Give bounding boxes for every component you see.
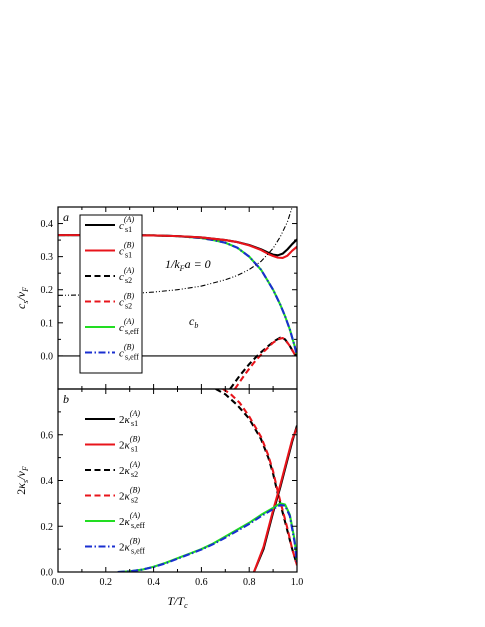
legend-entry: c(B) s2 [119,292,134,311]
series-group [117,389,297,572]
panel-label: a [63,210,69,224]
x-axis-label: T/Tc [167,594,188,610]
legend-entry: 2κ(B) s1 [119,435,140,454]
y-tick-label: 0.3 [41,252,54,263]
legend-entry: c(A) s1 [119,215,134,234]
series-line-4 [117,502,297,572]
x-tick-label: 0.2 [100,577,113,588]
legend-entry: 2κ(B) s2 [119,486,140,505]
series-line-3 [252,427,297,572]
series-line-3 [58,234,297,260]
legend-entry: 2κ(B) s,eff [119,537,145,556]
annotation-kfa: 1/kFa = 0 [165,257,211,273]
cb-label: cb [189,314,198,330]
y-tick-label: 0.4 [41,219,54,230]
y-tick-label: 0.1 [41,318,54,329]
panel-label: b [63,392,69,406]
series-line-1 [222,389,297,566]
panel-b: 0.0 0.2 0.4 0.6 0.0 0.2 0.4 0.6 0.8 1.0 b 2κs/vF T/T… [14,388,304,610]
legend-entry: c(A) s,eff [119,317,139,336]
plot-frame [57,388,298,573]
y-axis-label: cs/vF [14,287,30,309]
y-tick-label: 0.0 [41,568,54,579]
y-tick-label: 0.0 [41,351,54,362]
legend: c(A) s1 c(B) s1 c(A) s2 c(B) s2 c(A) s,eff c(B) s,e… [79,214,143,374]
legend-entry: 2κ(A) s,eff [119,511,145,530]
legend-entry: c(B) s,eff [119,343,139,362]
x-tick-label: 1.0 [291,577,304,588]
legend-entry: c(B) s1 [119,241,134,260]
series-line-0 [215,389,297,566]
y-tick-label: 0.4 [41,476,54,487]
x-tick-label: 0.8 [243,577,256,588]
legend-box [79,214,143,374]
legend-entry: 2κ(A) s2 [119,460,140,479]
legend: 2κ(A) s1 2κ(B) s1 2κ(A) s2 2κ(B) s2 2κ(A) s,eff 2κ… [85,409,145,556]
legend-entry: 2κ(A) s1 [119,409,140,428]
y-tick-label: 0.6 [41,430,54,441]
x-tick-label: 0.0 [52,577,65,588]
legend-entry: c(A) s2 [119,266,134,285]
y-axis-label: 2κs/vF [14,466,30,495]
series-line-4 [229,336,297,389]
y-tick-label: 0.2 [41,522,54,533]
series-line-5 [117,503,297,572]
x-tick-label: 0.6 [195,577,208,588]
series-line-5 [233,336,297,389]
y-tick-label: 0.2 [41,285,54,296]
x-tick-label: 0.4 [147,577,160,588]
